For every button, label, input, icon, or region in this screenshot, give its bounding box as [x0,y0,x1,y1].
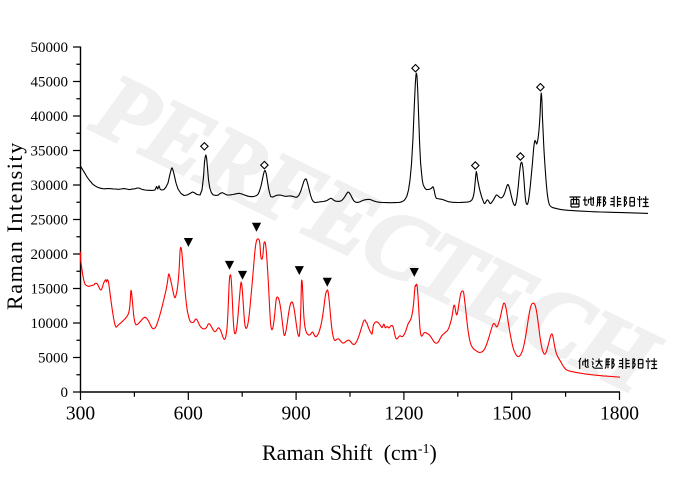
svg-text:5000: 5000 [38,351,68,367]
svg-text:15000: 15000 [31,282,69,298]
svg-text:40000: 40000 [31,109,69,125]
svg-text:300: 300 [66,404,95,425]
svg-text:1500: 1500 [492,404,531,425]
svg-text:30000: 30000 [31,178,69,194]
svg-text:1200: 1200 [384,404,423,425]
svg-text:Raman Shift (cm-1): Raman Shift (cm-1) [262,440,437,465]
svg-text:Raman Intensity: Raman Intensity [2,141,27,310]
svg-text:20000: 20000 [31,247,69,263]
svg-text:25000: 25000 [31,213,69,229]
svg-text:600: 600 [174,404,203,425]
svg-text:1800: 1800 [600,404,639,425]
svg-text:45000: 45000 [31,75,69,91]
svg-text:50000: 50000 [31,40,69,56]
svg-text:10000: 10000 [31,316,69,332]
svg-text:0: 0 [61,385,69,401]
svg-text:900: 900 [281,404,310,425]
svg-text:35000: 35000 [31,144,69,160]
